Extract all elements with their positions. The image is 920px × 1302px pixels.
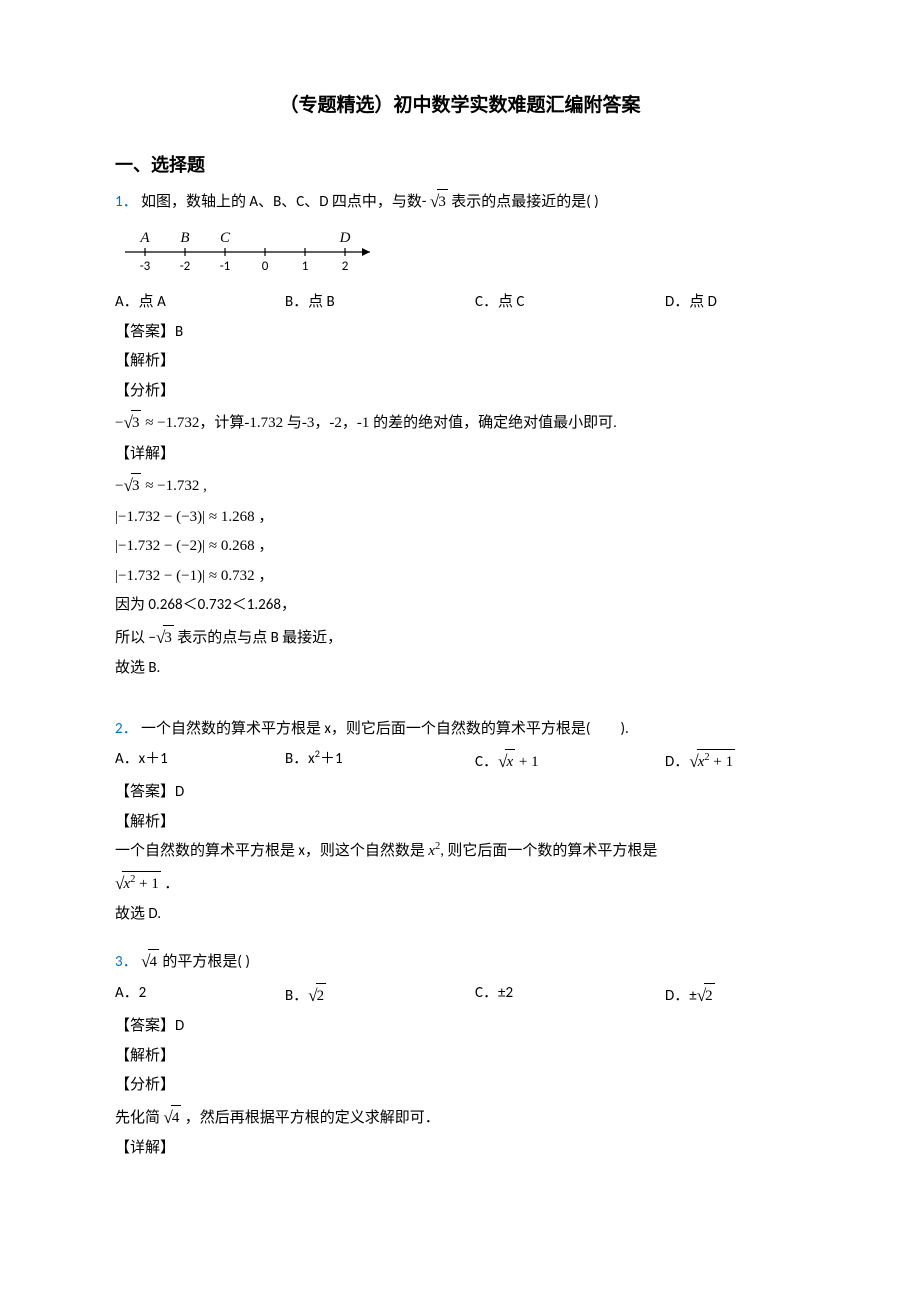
q3-option-b: B．√2 <box>285 981 475 1010</box>
q2-stem-text: 一个自然数的算术平方根是 x，则它后面一个自然数的算术平方根是( ). <box>141 720 629 738</box>
q3-option-a: A．2 <box>115 981 285 1010</box>
point-label-c: C <box>220 230 231 246</box>
q1-detail-l5: 因为 0.268＜0.732＜1.268， <box>115 593 805 619</box>
q2-option-a: A．x＋1 <box>115 747 285 776</box>
section-header: 一、选择题 <box>115 150 805 181</box>
sqrt-3-icon: √3 <box>156 623 174 652</box>
q2-analysis-label: 【解析】 <box>115 810 805 836</box>
point-label-d: D <box>339 230 351 246</box>
number-line-figure: -3 -2 -1 0 1 2 A B C D <box>115 222 805 286</box>
sqrt-x-icon: √x <box>498 747 515 776</box>
q3-analysis-label: 【解析】 <box>115 1044 805 1070</box>
q3-answer: 【答案】D <box>115 1014 805 1040</box>
sqrt-x2plus1-icon: √x2 + 1 <box>115 869 161 898</box>
tick-label: -2 <box>180 259 191 274</box>
number-line-svg: -3 -2 -1 0 1 2 A B C D <box>115 222 385 277</box>
q2-option-b: B．x2＋1 <box>285 747 475 776</box>
q3-option-d: D．±√2 <box>665 981 715 1010</box>
spacer <box>115 931 805 943</box>
document-page: （专题精选）初中数学实数难题汇编附答案 一、选择题 1． 如图，数轴上的 A、B… <box>0 0 920 1215</box>
q1-option-d: D．点 D <box>665 290 717 316</box>
q1-stem-post: 表示的点最接近的是( ) <box>451 193 599 211</box>
q1-stem: 1． 如图，数轴上的 A、B、C、D 四点中，与数- √3 表示的点最接近的是(… <box>115 187 805 216</box>
tick-label: 1 <box>302 259 309 274</box>
q3-option-c: C．±2 <box>475 981 665 1010</box>
document-title: （专题精选）初中数学实数难题汇编附答案 <box>115 90 805 122</box>
q1-detail-l1: −√3 ≈ −1.732 , <box>115 471 805 500</box>
sqrt-2-icon: √2 <box>697 981 715 1010</box>
q2-stem: 2． 一个自然数的算术平方根是 x，则它后面一个自然数的算术平方根是( ). <box>115 717 805 743</box>
tick-label: 0 <box>262 259 269 274</box>
point-label-b: B <box>180 230 189 246</box>
q1-breakdown-label: 【分析】 <box>115 379 805 405</box>
q3-options: A．2 B．√2 C．±2 D．±√2 <box>115 981 805 1010</box>
q1-detail-l2: |−1.732 − (−3)| ≈ 1.268 ， <box>115 505 805 531</box>
sqrt-x2plus1-icon: √x2 + 1 <box>689 747 735 776</box>
sqrt-3-icon: √3 <box>430 187 448 216</box>
tick-label: 2 <box>342 259 349 274</box>
q1-detail-label: 【详解】 <box>115 442 805 468</box>
q1-answer: 【答案】B <box>115 320 805 346</box>
q2-number: 2． <box>115 720 138 738</box>
q3-number: 3． <box>115 953 138 971</box>
tick-label: -3 <box>140 259 151 274</box>
q1-option-c: C．点 C <box>475 290 665 316</box>
q1-number: 1． <box>115 193 138 211</box>
q2-option-d: D．√x2 + 1 <box>665 747 735 776</box>
q3-breakdown-text: 先化简 √4 ，然后再根据平方根的定义求解即可． <box>115 1103 805 1132</box>
point-label-a: A <box>139 230 150 246</box>
q1-stem-pre: 如图，数轴上的 A、B、C、D 四点中，与数- <box>141 193 430 211</box>
sqrt-3-icon: √3 <box>123 408 141 437</box>
q2-analysis-radical: √x2 + 1 ． <box>115 869 805 898</box>
q1-analysis-label: 【解析】 <box>115 349 805 375</box>
spacer <box>115 685 805 713</box>
q2-choose: 故选 D. <box>115 902 805 928</box>
q1-breakdown-text: −√3 ≈ −1.732，计算-1.732 与-3，-2，-1 的差的绝对值，确… <box>115 408 805 437</box>
q1-detail-l7: 故选 B. <box>115 656 805 682</box>
q1-detail-l3: |−1.732 − (−2)| ≈ 0.268 ， <box>115 534 805 560</box>
sqrt-4-icon: √4 <box>141 947 159 976</box>
sqrt-2-icon: √2 <box>308 981 326 1010</box>
sqrt-4-icon: √4 <box>163 1103 181 1132</box>
q1-options: A．点 A B．点 B C．点 C D．点 D <box>115 290 805 316</box>
q3-breakdown-label: 【分析】 <box>115 1073 805 1099</box>
q1-option-a: A．点 A <box>115 290 285 316</box>
q2-analysis-text: 一个自然数的算术平方根是 x，则这个自然数是 x2, 则它后面一个数的算术平方根… <box>115 839 805 865</box>
q3-stem: 3． √4 的平方根是( ) <box>115 947 805 976</box>
q1-option-b: B．点 B <box>285 290 475 316</box>
q3-detail-label: 【详解】 <box>115 1136 805 1162</box>
q1-detail-l4: |−1.732 − (−1)| ≈ 0.732 ， <box>115 564 805 590</box>
q1-detail-l6: 所以 −√3 表示的点与点 B 最接近， <box>115 623 805 652</box>
sqrt-3-icon: √3 <box>123 471 141 500</box>
q2-option-c: C．√x + 1 <box>475 747 665 776</box>
q2-options: A．x＋1 B．x2＋1 C．√x + 1 D．√x2 + 1 <box>115 747 805 776</box>
q2-answer: 【答案】D <box>115 780 805 806</box>
tick-label: -1 <box>220 259 231 274</box>
